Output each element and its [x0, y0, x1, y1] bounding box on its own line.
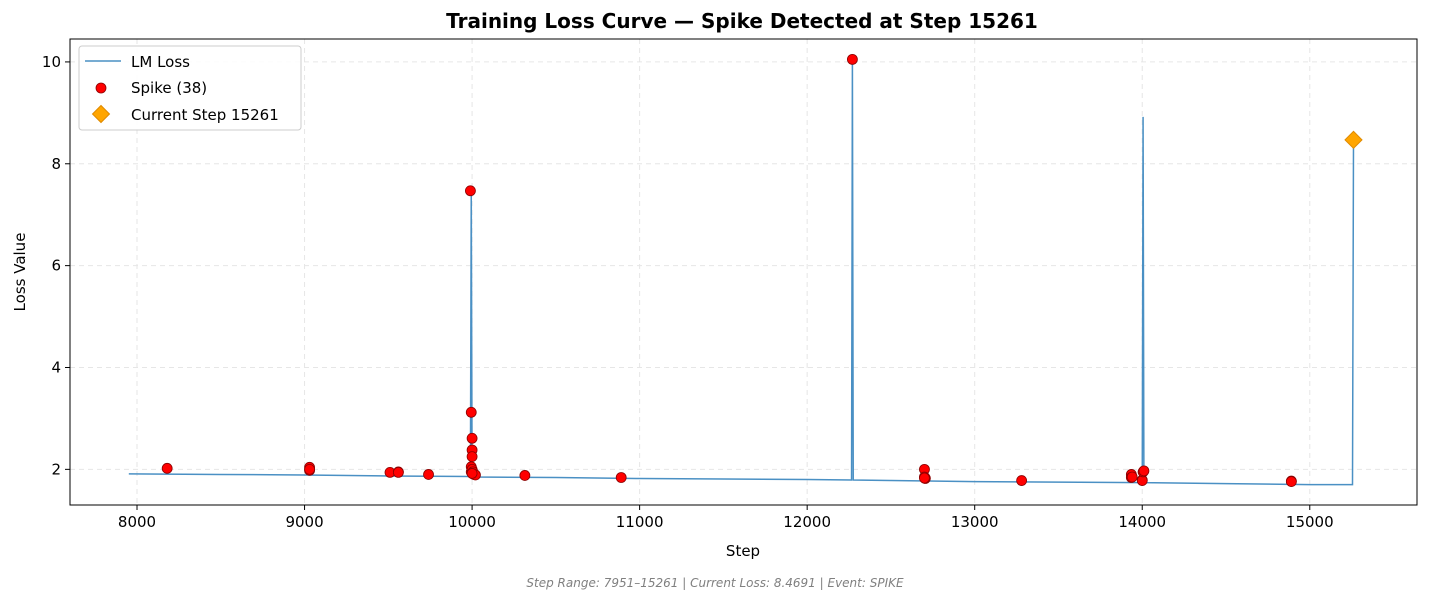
legend-spike-swatch: [95, 82, 107, 94]
legend-current-swatch: [91, 104, 111, 124]
y-tick-label: 6: [51, 257, 61, 275]
legend-loss-label: LM Loss: [131, 53, 190, 71]
spike-markers: [161, 53, 1297, 487]
x-tick-label: 13000: [951, 513, 999, 531]
legend-current-label: Current Step 15261: [131, 106, 279, 124]
spike-point: [161, 462, 173, 474]
current-step-marker: [1344, 130, 1363, 150]
loss-series-line: [128, 59, 1355, 486]
y-tick-label: 8: [51, 155, 61, 173]
spike-point: [846, 53, 858, 65]
x-tick-label: 10000: [448, 513, 496, 531]
spike-point: [519, 470, 531, 481]
y-tick-label: 2: [51, 460, 61, 478]
legend-spike-label: Spike (38): [131, 79, 207, 97]
x-axis-label: Step: [726, 542, 760, 560]
spike-point: [304, 463, 315, 475]
x-tick-label: 14000: [1118, 513, 1166, 531]
x-tick-label: 9000: [285, 513, 323, 531]
spike-point: [392, 467, 404, 478]
spike-point: [423, 469, 434, 480]
y-axis-label: Loss Value: [11, 233, 29, 312]
current-step-marker-group: [1344, 130, 1363, 150]
spike-point: [1138, 465, 1150, 477]
legend-box: [78, 45, 302, 131]
chart-title: Training Loss Curve — Spike Detected at …: [446, 9, 1038, 33]
footer-info: Step Range: 7951–15261 | Current Loss: 8…: [526, 576, 904, 590]
spike-point: [465, 406, 477, 418]
spike-point: [465, 185, 476, 197]
spike-point: [1126, 471, 1138, 483]
y-axis: 2 4 6 8 10: [42, 53, 70, 478]
x-tick-label: 15000: [1286, 513, 1334, 531]
spike-point: [466, 451, 478, 463]
spike-point: [615, 472, 627, 483]
spike-point: [1016, 475, 1028, 486]
spike-point: [466, 432, 478, 444]
y-tick-label: 4: [51, 358, 61, 376]
x-axis: 8000 9000 10000 11000 12000 13000 14000 15000: [118, 505, 1334, 531]
y-tick-label: 10: [42, 53, 61, 71]
spike-point: [466, 468, 478, 479]
spike-point: [1285, 476, 1297, 487]
legend: LM Loss Spike (38) Current Step 15261: [78, 45, 302, 131]
x-tick-label: 12000: [783, 513, 831, 531]
spike-point: [919, 472, 930, 484]
x-tick-label: 11000: [616, 513, 664, 531]
x-tick-label: 8000: [118, 513, 156, 531]
plot-area: [69, 38, 1418, 506]
